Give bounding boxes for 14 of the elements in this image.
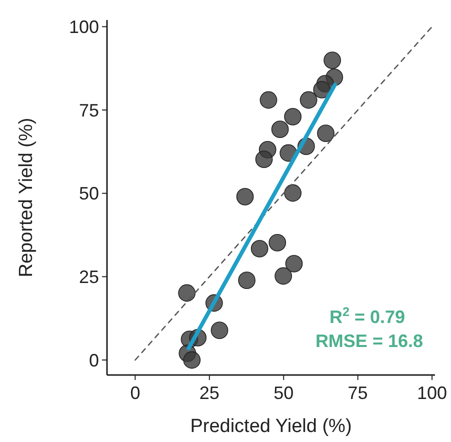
x-tick-label: 0 (130, 383, 140, 403)
y-tick-label: 50 (78, 184, 99, 204)
x-tick-label: 100 (417, 383, 448, 403)
x-tick-label: 25 (199, 383, 220, 403)
y-tick-label: 100 (68, 16, 99, 37)
y-tick-label: 25 (78, 266, 99, 287)
x-tick-label: 50 (274, 383, 294, 403)
x-tick-label: 75 (348, 383, 368, 403)
annotation: R$^{2}$ = 0.79 (329, 305, 405, 327)
annotation: RMSE = 16.8 (315, 331, 423, 351)
x-axis-title: Predicted Yield (%) (190, 416, 352, 437)
y-tick-label: 75 (78, 100, 99, 120)
y-axis-title: Reported Yield (%) (16, 118, 37, 278)
y-tick-label: 0 (88, 350, 99, 370)
